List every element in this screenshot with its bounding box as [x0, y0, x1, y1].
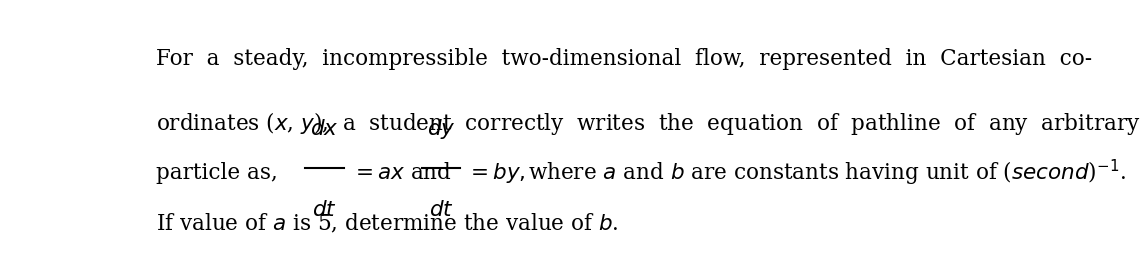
- Text: particle as,: particle as,: [156, 162, 278, 184]
- Text: $dt$: $dt$: [312, 198, 337, 221]
- Text: $dt$: $dt$: [428, 198, 453, 221]
- Text: For  a  steady,  incompressible  two-dimensional  flow,  represented  in  Cartes: For a steady, incompressible two-dimensi…: [156, 48, 1092, 70]
- Text: $= ax$ and: $= ax$ and: [351, 162, 451, 184]
- Text: $dy$: $dy$: [427, 117, 456, 141]
- Text: If value of $a$ is 5, determine the value of $b$.: If value of $a$ is 5, determine the valu…: [156, 212, 619, 235]
- Text: $= by,$: $= by,$: [466, 161, 525, 185]
- Text: $dx$: $dx$: [309, 118, 338, 140]
- Text: where $a$ and $b$ are constants having unit of ($second$)$^{-1}$.: where $a$ and $b$ are constants having u…: [528, 158, 1126, 189]
- Text: ordinates ($x$, $y$),  a  student  correctly  writes  the  equation  of  pathlin: ordinates ($x$, $y$), a student correctl…: [156, 110, 1141, 137]
